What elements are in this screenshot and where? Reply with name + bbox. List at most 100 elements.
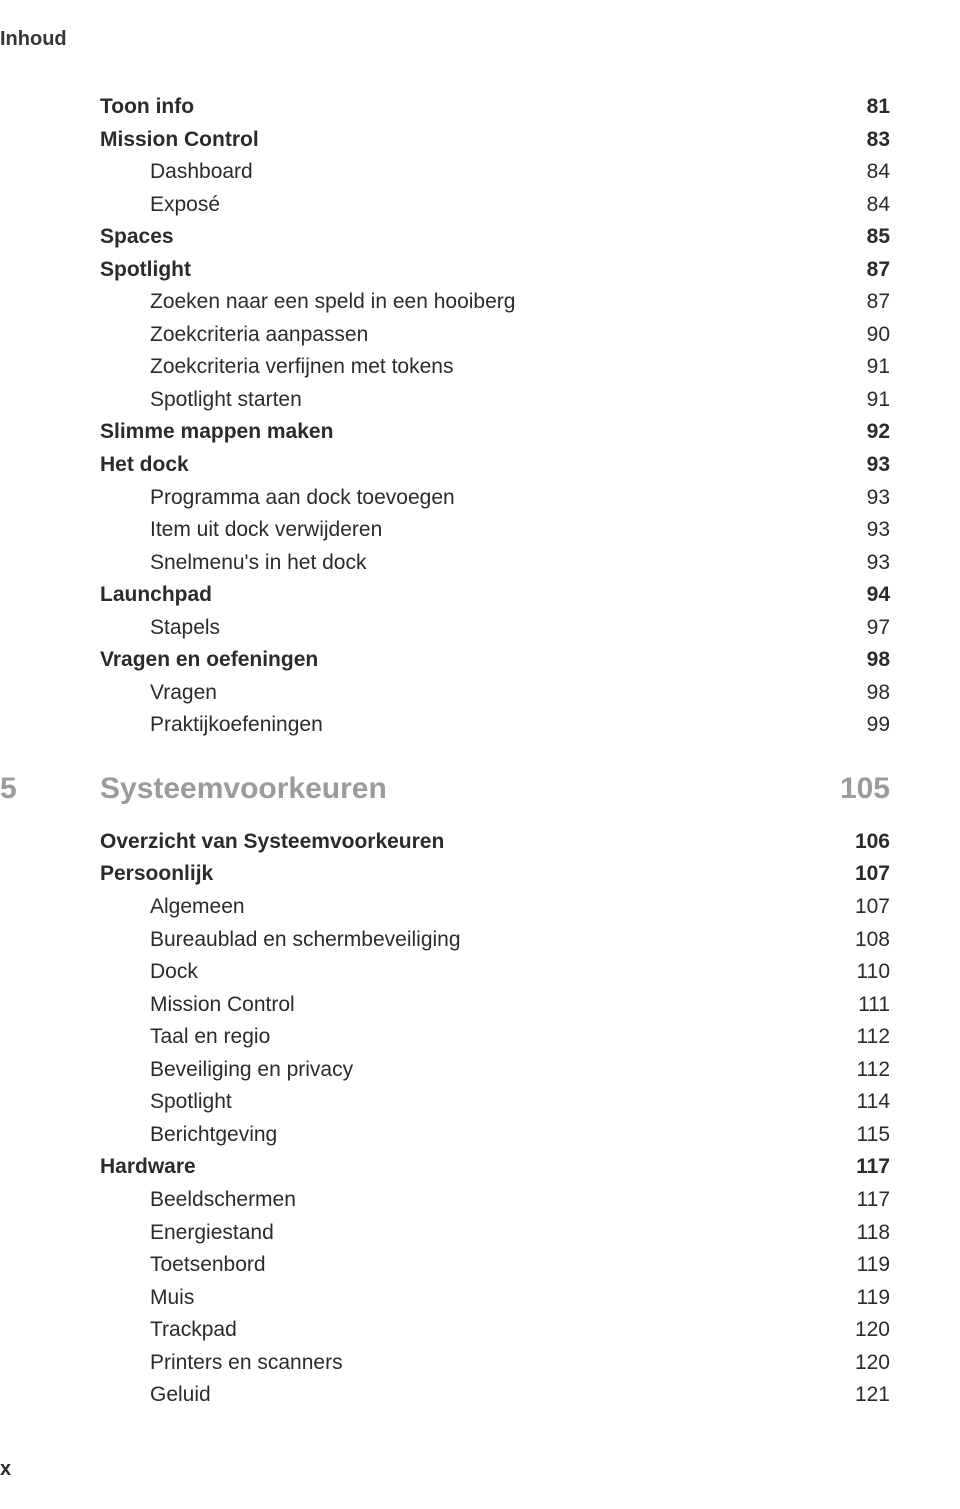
- toc-chapter-row: 5Systeemvoorkeuren105: [0, 772, 890, 806]
- toc-row-wrap: Mission Control111: [0, 989, 890, 1022]
- toc-entry-label: Zoekcriteria aanpassen: [150, 319, 820, 352]
- toc-entry-page-number: 98: [820, 644, 890, 677]
- toc-entry-page-number: 110: [820, 956, 890, 989]
- toc-entry-level-2: Algemeen107: [100, 891, 890, 924]
- toc-row-wrap: Spaces85: [0, 221, 890, 254]
- toc-entry-label: Stapels: [150, 612, 820, 645]
- toc-row-wrap: Zoekcriteria aanpassen90: [0, 319, 890, 352]
- toc-entry-page-number: 120: [820, 1314, 890, 1347]
- toc-entry-level-2: Zoekcriteria verfijnen met tokens91: [100, 351, 890, 384]
- toc-entry-page-number: 90: [820, 319, 890, 352]
- toc-entry-level-2: Zoekcriteria aanpassen90: [100, 319, 890, 352]
- toc-entry-level-1: Launchpad94: [100, 579, 890, 612]
- toc-entry-label: Bureaublad en schermbeveiliging: [150, 924, 820, 957]
- toc-entry-label: Overzicht van Systeemvoorkeuren: [100, 826, 820, 859]
- toc-entry-level-2: Taal en regio112: [100, 1021, 890, 1054]
- chapter-title: Systeemvoorkeuren: [100, 772, 810, 806]
- toc-row-wrap: Algemeen107: [0, 891, 890, 924]
- toc-entry-page-number: 84: [820, 189, 890, 222]
- toc-entry-page-number: 97: [820, 612, 890, 645]
- toc-entry-level-1: Hardware117: [100, 1151, 890, 1184]
- toc-entry-level-2: Stapels97: [100, 612, 890, 645]
- toc-entry-level-2: Exposé84: [100, 189, 890, 222]
- toc-row-wrap: Praktijkoefeningen99: [0, 709, 890, 742]
- toc-entry-level-1: Persoonlijk107: [100, 858, 890, 891]
- toc-entry-page-number: 107: [820, 858, 890, 891]
- toc-entry-level-1: Het dock93: [100, 449, 890, 482]
- toc-entry-page-number: 117: [820, 1151, 890, 1184]
- toc-entry-label: Algemeen: [150, 891, 820, 924]
- toc-row-wrap: Vragen98: [0, 677, 890, 710]
- toc-entry-label: Mission Control: [100, 124, 820, 157]
- toc-entry-page-number: 81: [820, 91, 890, 124]
- toc-entry-label: Vragen: [150, 677, 820, 710]
- toc-entry-label: Exposé: [150, 189, 820, 222]
- toc-entry-label: Programma aan dock toevoegen: [150, 482, 820, 515]
- toc-entry-label: Zoekcriteria verfijnen met tokens: [150, 351, 820, 384]
- toc-row-wrap: Programma aan dock toevoegen93: [0, 482, 890, 515]
- toc-row-wrap: Energiestand118: [0, 1217, 890, 1250]
- toc-entry-label: Berichtgeving: [150, 1119, 820, 1152]
- toc-entry-page-number: 107: [820, 891, 890, 924]
- toc-entry-label: Spotlight: [100, 254, 820, 287]
- toc-entry-level-2: Mission Control111: [100, 989, 890, 1022]
- toc-entry-level-1: Mission Control83: [100, 124, 890, 157]
- toc-row-wrap: Beeldschermen117: [0, 1184, 890, 1217]
- toc-entry-page-number: 87: [820, 254, 890, 287]
- toc-row-wrap: Muis119: [0, 1282, 890, 1315]
- toc-entry-level-2: Programma aan dock toevoegen93: [100, 482, 890, 515]
- toc-row-wrap: Overzicht van Systeemvoorkeuren106: [0, 826, 890, 859]
- toc-entry-label: Het dock: [100, 449, 820, 482]
- toc-row-wrap: Bureaublad en schermbeveiliging108: [0, 924, 890, 957]
- toc-row-wrap: Berichtgeving115: [0, 1119, 890, 1152]
- toc-row-wrap: Zoeken naar een speld in een hooiberg87: [0, 286, 890, 319]
- toc-entry-page-number: 93: [820, 449, 890, 482]
- toc-row-wrap: Mission Control83: [0, 124, 890, 157]
- toc-row-wrap: Exposé84: [0, 189, 890, 222]
- toc-entry-label: Spotlight starten: [150, 384, 820, 417]
- toc-row-wrap: Het dock93: [0, 449, 890, 482]
- toc-entry-page-number: 93: [820, 547, 890, 580]
- toc-entry-page-number: 117: [820, 1184, 890, 1217]
- toc-entry-label: Spotlight: [150, 1086, 820, 1119]
- toc-entry-level-2: Toetsenbord119: [100, 1249, 890, 1282]
- toc-entry-page-number: 114: [820, 1086, 890, 1119]
- toc-entry-page-number: 112: [820, 1054, 890, 1087]
- toc-entry-label: Dock: [150, 956, 820, 989]
- toc-row-wrap: Toetsenbord119: [0, 1249, 890, 1282]
- toc-entry-label: Snelmenu's in het dock: [150, 547, 820, 580]
- toc-row-wrap: Spotlight87: [0, 254, 890, 287]
- toc-entry-label: Vragen en oefeningen: [100, 644, 820, 677]
- page-folio: x: [0, 1458, 11, 1481]
- toc-entry-level-2: Geluid121: [100, 1379, 890, 1412]
- toc-entry-page-number: 98: [820, 677, 890, 710]
- toc-entry-level-2: Printers en scanners120: [100, 1347, 890, 1380]
- toc-entry-label: Printers en scanners: [150, 1347, 820, 1380]
- toc-entry-page-number: 111: [820, 989, 890, 1022]
- toc-entry-level-2: Dashboard84: [100, 156, 890, 189]
- toc-entry-level-2: Muis119: [100, 1282, 890, 1315]
- toc-entry-page-number: 119: [820, 1282, 890, 1315]
- table-of-contents: Toon info81Mission Control83Dashboard84E…: [0, 91, 890, 1412]
- toc-entry-label: Praktijkoefeningen: [150, 709, 820, 742]
- toc-entry-label: Geluid: [150, 1379, 820, 1412]
- toc-entry-label: Taal en regio: [150, 1021, 820, 1054]
- toc-entry-page-number: 106: [820, 826, 890, 859]
- running-head: Inhoud: [0, 28, 890, 51]
- toc-entry-page-number: 99: [820, 709, 890, 742]
- toc-row-wrap: Taal en regio112: [0, 1021, 890, 1054]
- toc-row-wrap: Persoonlijk107: [0, 858, 890, 891]
- toc-entry-label: Toon info: [100, 91, 820, 124]
- toc-entry-label: Persoonlijk: [100, 858, 820, 891]
- toc-entry-page-number: 93: [820, 514, 890, 547]
- toc-entry-page-number: 92: [820, 416, 890, 449]
- toc-entry-page-number: 87: [820, 286, 890, 319]
- toc-entry-label: Beveiliging en privacy: [150, 1054, 820, 1087]
- toc-entry-label: Beeldschermen: [150, 1184, 820, 1217]
- toc-entry-label: Energiestand: [150, 1217, 820, 1250]
- toc-entry-page-number: 112: [820, 1021, 890, 1054]
- toc-row-wrap: Spotlight114: [0, 1086, 890, 1119]
- toc-entry-level-2: Snelmenu's in het dock93: [100, 547, 890, 580]
- toc-entry-page-number: 93: [820, 482, 890, 515]
- toc-row-wrap: Snelmenu's in het dock93: [0, 547, 890, 580]
